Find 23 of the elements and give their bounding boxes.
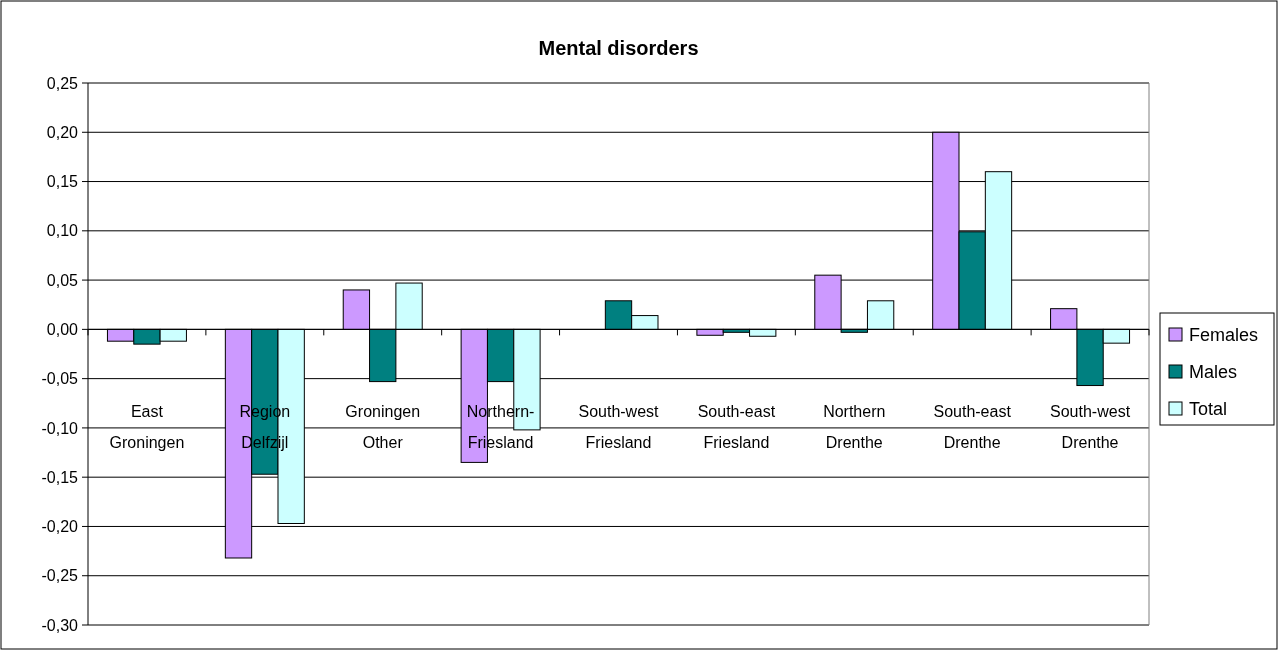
- x-tick-label: East Groningen: [109, 403, 185, 452]
- y-tick-label: -0,15: [41, 468, 79, 486]
- x-tick-label: Groningen Other: [345, 403, 421, 452]
- y-tick-label: -0,30: [41, 616, 79, 634]
- y-tick-label: 0,05: [46, 271, 79, 289]
- x-tick-label: South-east Friesland: [697, 403, 776, 452]
- chart-title: Mental disorders: [538, 37, 699, 59]
- x-tick-label: South-east Drenthe: [933, 403, 1012, 452]
- y-tick-label: -0,25: [41, 567, 79, 585]
- y-tick-label: -0,10: [41, 419, 79, 437]
- x-tick-label: South-west Friesland: [578, 403, 660, 452]
- y-tick-label: 0,15: [46, 173, 79, 191]
- y-tick-label: -0,05: [41, 370, 79, 388]
- y-tick-label: 0,25: [46, 74, 79, 92]
- y-tick-label: 0,10: [46, 222, 79, 240]
- legend-label: Females: [1189, 325, 1259, 346]
- x-tick-label: Northern Drenthe: [823, 403, 886, 452]
- y-tick-label: -0,20: [41, 518, 79, 536]
- y-tick-label: 0,00: [46, 320, 79, 338]
- legend-label: Total: [1189, 399, 1228, 420]
- legend-label: Males: [1189, 362, 1238, 383]
- x-tick-label: South-west Drenthe: [1050, 403, 1131, 452]
- y-tick-label: 0,20: [46, 123, 79, 141]
